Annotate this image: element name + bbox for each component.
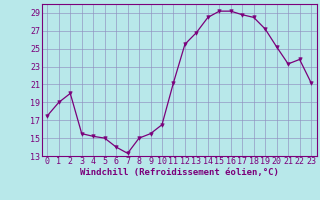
X-axis label: Windchill (Refroidissement éolien,°C): Windchill (Refroidissement éolien,°C)	[80, 168, 279, 177]
